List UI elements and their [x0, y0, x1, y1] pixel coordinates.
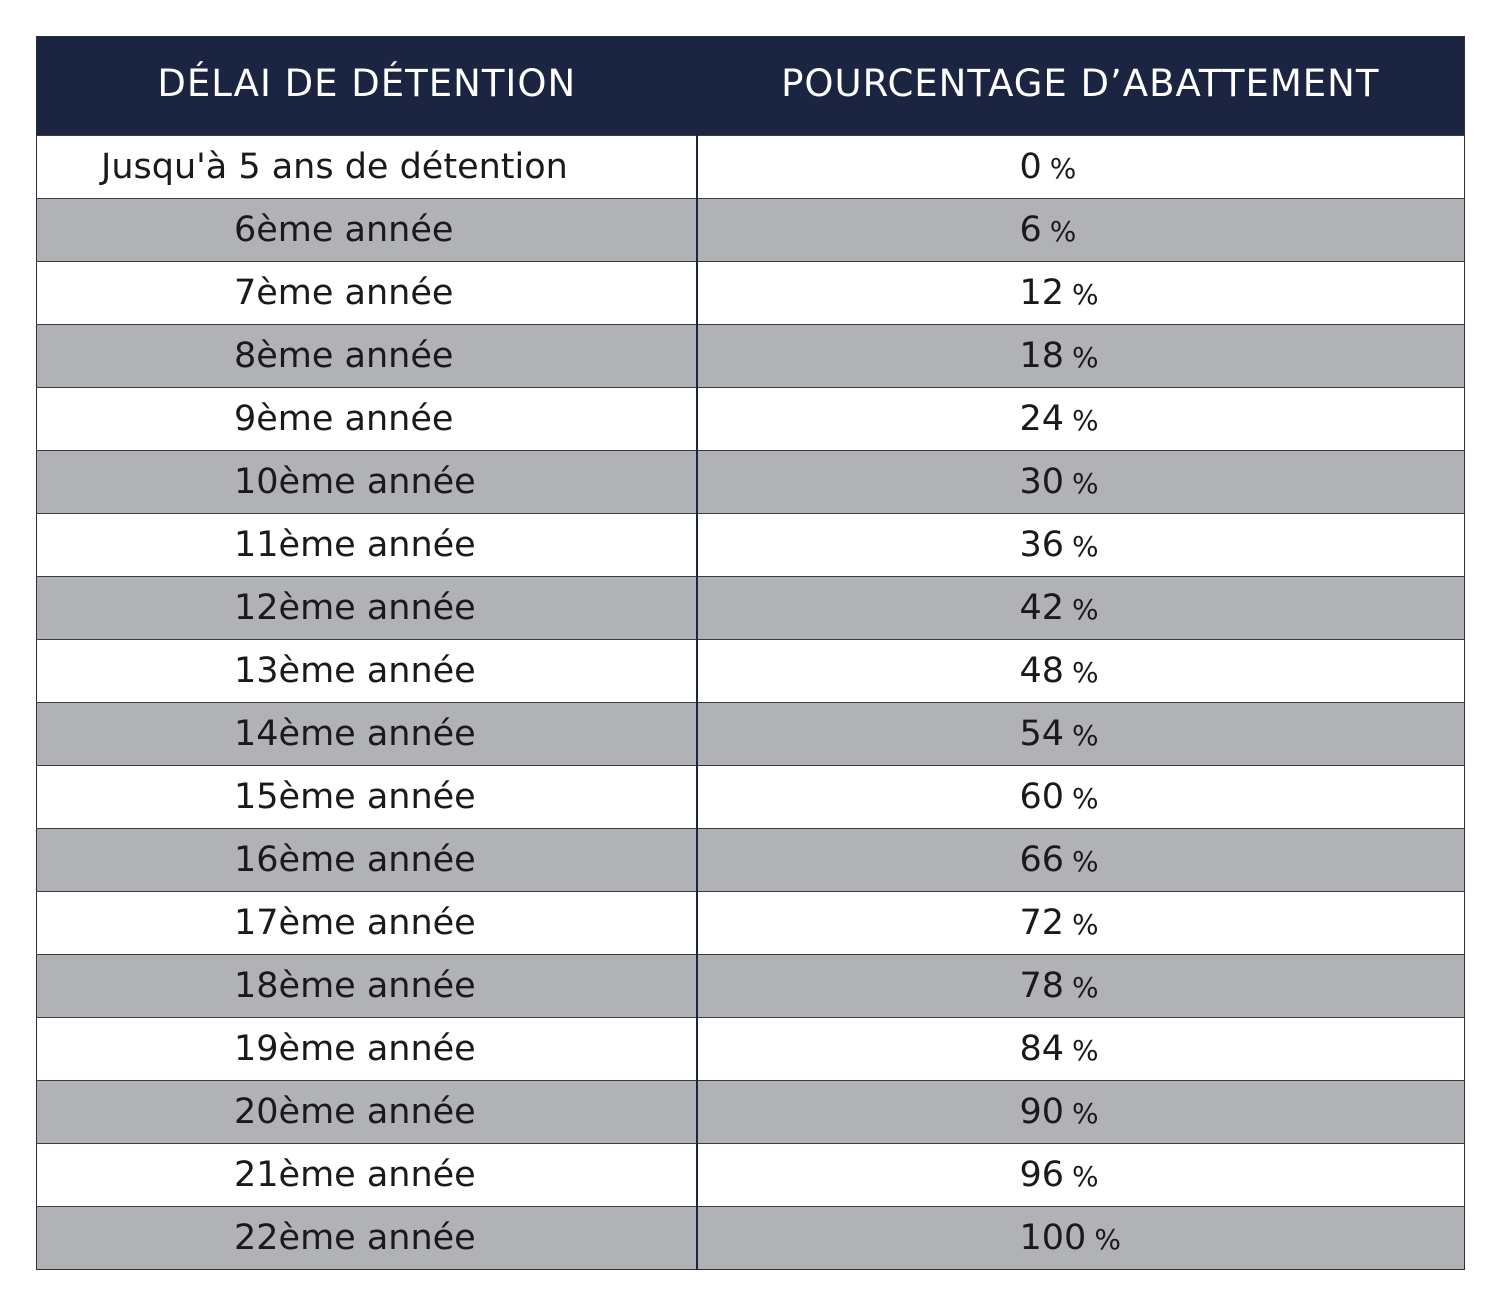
table-row: 11ème année 36% — [36, 513, 1465, 577]
table-row: 16ème année 66% — [36, 828, 1465, 892]
percentage-value: 6 — [1019, 210, 1042, 250]
percentage-cell: 48% — [696, 639, 1465, 703]
percentage-unit: % — [1072, 656, 1099, 689]
percentage-cell: 90% — [696, 1080, 1465, 1144]
percentage-cell: 72% — [696, 891, 1465, 955]
percentage-value: 12 — [1019, 273, 1065, 313]
table-row: 18ème année 78% — [36, 954, 1465, 1018]
percentage-unit: % — [1072, 404, 1099, 437]
table-row: 8ème année 18% — [36, 324, 1465, 388]
percentage-value: 30 — [1019, 462, 1065, 502]
table-row: 6ème année 6% — [36, 198, 1465, 262]
delay-cell: 17ème année — [36, 891, 698, 955]
percentage-unit: % — [1072, 341, 1099, 374]
percentage-value: 42 — [1019, 588, 1065, 628]
table-row: 14ème année 54% — [36, 702, 1465, 766]
percentage-unit: % — [1072, 719, 1099, 752]
percentage-value: 72 — [1019, 903, 1065, 943]
percentage-cell: 0% — [696, 135, 1465, 199]
percentage-unit: % — [1049, 152, 1077, 185]
header-row: DÉLAI DE DÉTENTION POURCENTAGE D’ABATTEM… — [36, 36, 1465, 136]
table-body: Jusqu'à 5 ans de détention 0% 6ème année 6%… — [36, 135, 1465, 1270]
percentage-value: 0 — [1019, 147, 1042, 187]
percentage-value: 96 — [1019, 1155, 1065, 1195]
percentage-unit: % — [1072, 1097, 1099, 1130]
table-header: DÉLAI DE DÉTENTION POURCENTAGE D’ABATTEM… — [36, 36, 1465, 136]
percentage-cell: 60% — [696, 765, 1465, 829]
percentage-unit: % — [1094, 1223, 1121, 1256]
delay-cell: 12ème année — [36, 576, 698, 640]
percentage-value: 18 — [1019, 336, 1065, 376]
percentage-value: 24 — [1019, 399, 1065, 439]
delay-cell: 6ème année — [36, 198, 698, 262]
percentage-value: 66 — [1019, 840, 1065, 880]
percentage-unit: % — [1072, 530, 1099, 563]
percentage-unit: % — [1072, 278, 1099, 311]
percentage-value: 100 — [1019, 1218, 1087, 1258]
header-delay: DÉLAI DE DÉTENTION — [36, 36, 697, 136]
percentage-cell: 18% — [696, 324, 1465, 388]
percentage-unit: % — [1072, 1034, 1099, 1067]
table-row: 15ème année 60% — [36, 765, 1465, 829]
table-row: 12ème année 42% — [36, 576, 1465, 640]
delay-cell: 7ème année — [36, 261, 698, 325]
delay-cell: 21ème année — [36, 1143, 698, 1207]
delay-cell: 13ème année — [36, 639, 698, 703]
percentage-value: 54 — [1019, 714, 1065, 754]
delay-cell: 20ème année — [36, 1080, 698, 1144]
percentage-value: 36 — [1019, 525, 1065, 565]
percentage-unit: % — [1049, 215, 1077, 248]
delay-cell: 11ème année — [36, 513, 698, 577]
table-row: 21ème année 96% — [36, 1143, 1465, 1207]
percentage-cell: 12% — [696, 261, 1465, 325]
percentage-cell: 54% — [696, 702, 1465, 766]
percentage-cell: 36% — [696, 513, 1465, 577]
percentage-cell: 24% — [696, 387, 1465, 451]
percentage-cell: 42% — [696, 576, 1465, 640]
table-row: 19ème année 84% — [36, 1017, 1465, 1081]
table-row: 7ème année 12% — [36, 261, 1465, 325]
percentage-unit: % — [1072, 1160, 1099, 1193]
table-row: 20ème année 90% — [36, 1080, 1465, 1144]
table-row: 10ème année 30% — [36, 450, 1465, 514]
percentage-cell: 66% — [696, 828, 1465, 892]
percentage-unit: % — [1072, 593, 1099, 626]
delay-cell: 9ème année — [36, 387, 698, 451]
abatement-table: DÉLAI DE DÉTENTION POURCENTAGE D’ABATTEM… — [36, 36, 1465, 1270]
percentage-value: 48 — [1019, 651, 1065, 691]
percentage-cell: 30% — [696, 450, 1465, 514]
percentage-cell: 100% — [696, 1206, 1465, 1270]
delay-cell: 19ème année — [36, 1017, 698, 1081]
percentage-unit: % — [1072, 908, 1099, 941]
table-row: 9ème année 24% — [36, 387, 1465, 451]
header-percentage: POURCENTAGE D’ABATTEMENT — [696, 36, 1465, 136]
percentage-unit: % — [1072, 971, 1099, 1004]
percentage-cell: 84% — [696, 1017, 1465, 1081]
delay-cell: Jusqu'à 5 ans de détention — [36, 135, 698, 199]
percentage-unit: % — [1072, 845, 1099, 878]
percentage-value: 78 — [1019, 966, 1065, 1006]
delay-cell: 16ème année — [36, 828, 698, 892]
percentage-value: 60 — [1019, 777, 1065, 817]
delay-cell: 22ème année — [36, 1206, 698, 1270]
percentage-cell: 78% — [696, 954, 1465, 1018]
percentage-cell: 96% — [696, 1143, 1465, 1207]
percentage-unit: % — [1072, 782, 1099, 815]
table-row: Jusqu'à 5 ans de détention 0% — [36, 135, 1465, 199]
percentage-unit: % — [1072, 467, 1099, 500]
table-row: 22ème année 100% — [36, 1206, 1465, 1270]
percentage-cell: 6% — [696, 198, 1465, 262]
percentage-value: 84 — [1019, 1029, 1065, 1069]
percentage-value: 90 — [1019, 1092, 1065, 1132]
delay-cell: 18ème année — [36, 954, 698, 1018]
delay-cell: 14ème année — [36, 702, 698, 766]
delay-cell: 10ème année — [36, 450, 698, 514]
delay-cell: 8ème année — [36, 324, 698, 388]
table-row: 17ème année 72% — [36, 891, 1465, 955]
delay-cell: 15ème année — [36, 765, 698, 829]
table-row: 13ème année 48% — [36, 639, 1465, 703]
